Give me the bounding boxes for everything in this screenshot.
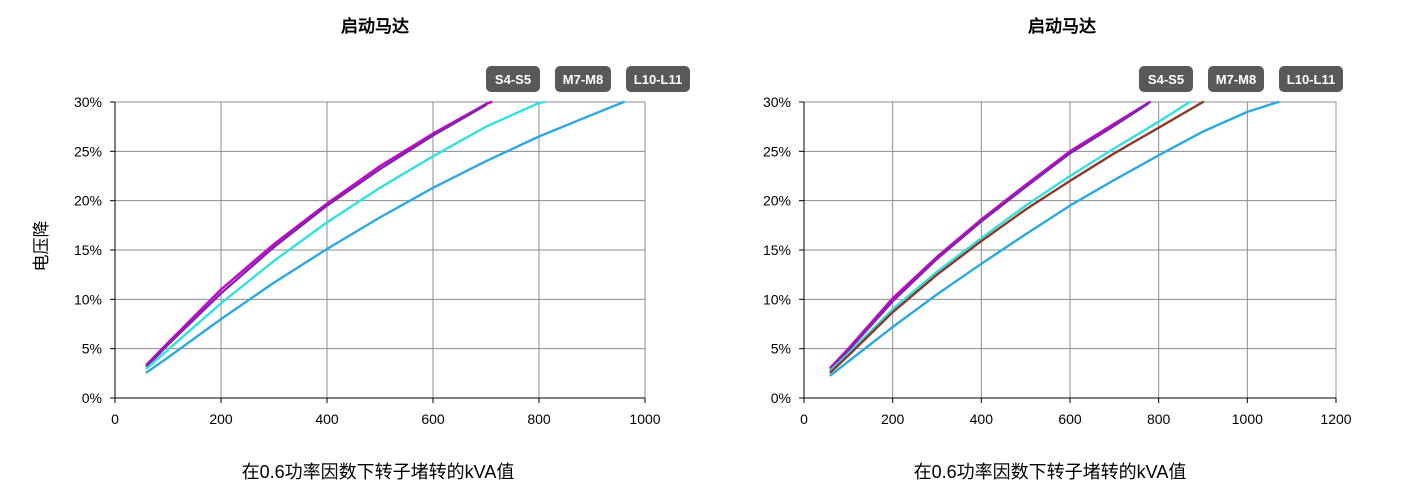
x-tick-label: 200	[209, 411, 233, 427]
badge-background	[1279, 66, 1343, 92]
y-tick-label: 10%	[74, 291, 102, 307]
x-tick-label: 1000	[629, 411, 660, 427]
series-line-4	[145, 100, 625, 374]
series-badge: M7-M8	[555, 66, 611, 92]
series-line-2	[145, 103, 488, 368]
series-badge: M7-M8	[1208, 66, 1264, 92]
y-axis-label: 电压降	[32, 221, 51, 272]
badge-label: L10-L11	[1287, 72, 1335, 87]
series-line-1	[145, 100, 493, 366]
badge-label: M7-M8	[563, 72, 603, 87]
series-badge: S4-S5	[486, 66, 540, 92]
badge-label: S4-S5	[1148, 72, 1184, 87]
x-tick-label: 400	[315, 411, 339, 427]
x-tick-label: 0	[111, 411, 119, 427]
y-tick-label: 15%	[74, 242, 102, 258]
x-tick-label: 800	[527, 411, 551, 427]
y-tick-label: 5%	[82, 341, 102, 357]
badge-background	[486, 66, 540, 92]
x-tick-label: 1000	[1232, 411, 1263, 427]
x-tick-label: 1200	[1320, 411, 1351, 427]
x-tick-label: 0	[800, 411, 808, 427]
y-tick-label: 20%	[74, 193, 102, 209]
chart-1: 启动马达 0 200 400 600 800 1000 0% 5% 10% 15% 20% 25% 30%…	[32, 16, 690, 482]
y-tick-label: 5%	[771, 341, 791, 357]
badge-label: S4-S5	[495, 72, 531, 87]
series-line-4	[829, 100, 1205, 374]
series-line-3	[829, 100, 1191, 372]
chart-title: 启动马达	[1028, 16, 1096, 36]
y-tick-label: 25%	[74, 143, 102, 159]
badge-background	[1139, 66, 1193, 92]
y-tick-label: 30%	[763, 94, 791, 110]
y-tick-label: 0%	[82, 390, 102, 406]
series-badge: L10-L11	[1279, 66, 1343, 92]
badge-background	[555, 66, 611, 92]
series-line-5	[829, 100, 1280, 377]
series-badge: S4-S5	[1139, 66, 1193, 92]
y-tick-label: 20%	[763, 193, 791, 209]
chart-2: 启动马达 0 200 400 600 800 1000 1200 0% 5% 10% 15% 20% 25…	[763, 16, 1352, 482]
series-line-1	[829, 100, 1151, 369]
x-tick-label: 800	[1147, 411, 1171, 427]
series-line-3	[145, 100, 546, 370]
series-badge: L10-L11	[626, 66, 690, 92]
x-tick-label: 600	[421, 411, 445, 427]
badge-label: L10-L11	[634, 72, 682, 87]
y-tick-label: 10%	[763, 291, 791, 307]
chart-title: 启动马达	[341, 16, 409, 36]
badge-label: M7-M8	[1216, 72, 1256, 87]
badge-background	[1208, 66, 1264, 92]
y-tick-label: 15%	[763, 242, 791, 258]
x-axis-label: 在0.6功率因数下转子堵转的kVA值	[242, 462, 515, 482]
y-tick-label: 30%	[74, 94, 102, 110]
x-axis-label: 在0.6功率因数下转子堵转的kVA值	[914, 462, 1187, 482]
badge-background	[626, 66, 690, 92]
x-tick-label: 400	[970, 411, 994, 427]
series-line-2	[829, 102, 1149, 371]
x-tick-label: 200	[881, 411, 905, 427]
y-tick-label: 0%	[771, 390, 791, 406]
y-tick-label: 25%	[763, 143, 791, 159]
x-tick-label: 600	[1058, 411, 1082, 427]
